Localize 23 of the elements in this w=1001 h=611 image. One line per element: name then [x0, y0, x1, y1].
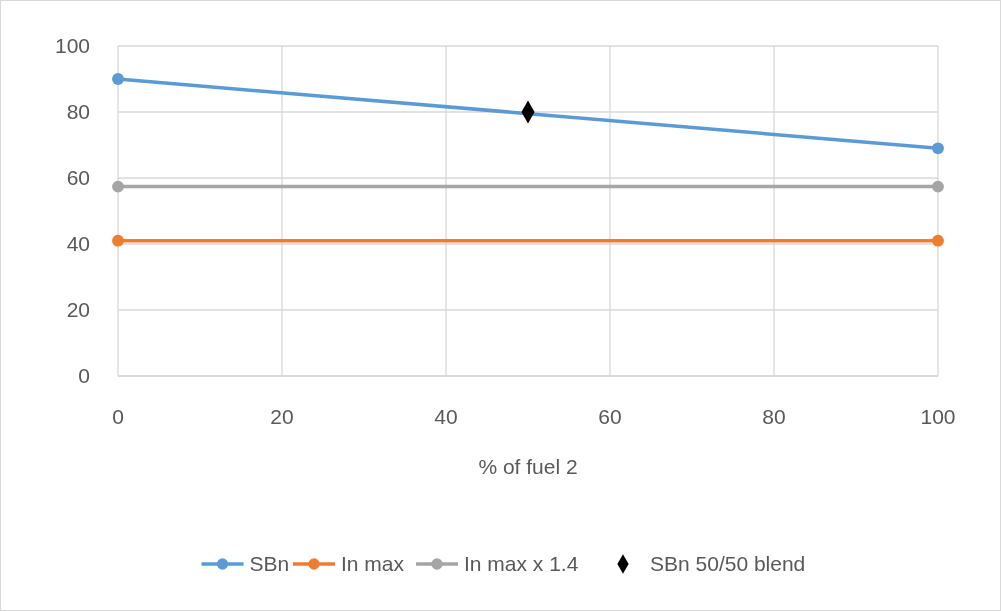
legend-label: In max	[341, 552, 405, 576]
legend-label: SBn 50/50 blend	[650, 552, 806, 576]
point	[932, 180, 944, 193]
y-tick-label: 20	[66, 298, 90, 322]
point	[112, 73, 124, 85]
x-axis-title: % of fuel 2	[478, 455, 578, 478]
point	[932, 142, 944, 155]
x-tick-label: 80	[762, 405, 786, 428]
x-tick-label: 40	[434, 405, 458, 428]
legend-label: In max x 1.4	[464, 552, 579, 576]
y-tick-label: 60	[66, 166, 90, 190]
x-tick-label: 60	[598, 405, 622, 428]
point	[112, 234, 124, 247]
y-tick-label: 0	[78, 364, 90, 388]
point	[112, 180, 124, 193]
y-tick-label: 40	[66, 232, 90, 256]
point	[932, 234, 944, 247]
x-tick-label: 0	[112, 405, 124, 428]
y-tick-label: 100	[54, 34, 90, 58]
x-tick-label: 20	[270, 405, 294, 428]
x-tick-label: 100	[920, 405, 956, 428]
y-tick-label: 80	[66, 100, 90, 124]
legend-label: SBn	[249, 552, 290, 576]
